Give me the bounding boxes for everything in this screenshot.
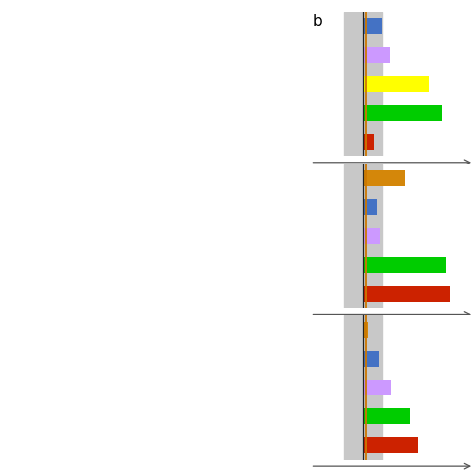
Bar <box>363 380 391 395</box>
Bar <box>363 438 418 453</box>
Text: LI: LI <box>359 330 368 340</box>
Bar <box>363 322 368 337</box>
Text: b: b <box>313 14 323 29</box>
Bar <box>363 170 405 186</box>
Bar <box>363 18 382 34</box>
Bar <box>363 409 410 424</box>
Text: Left: Left <box>324 179 344 189</box>
Text: Rig.: Rig. <box>459 330 474 340</box>
Bar <box>363 105 442 121</box>
Bar <box>363 47 390 63</box>
Bar <box>363 351 379 366</box>
Bar <box>363 286 450 301</box>
Bar <box>344 164 382 308</box>
Bar <box>344 315 382 460</box>
Text: Rig.: Rig. <box>459 179 474 189</box>
Bar <box>363 257 446 273</box>
Bar <box>363 134 374 150</box>
Bar <box>363 199 377 215</box>
Bar <box>344 12 382 156</box>
Text: LI: LI <box>359 179 368 189</box>
Text: Left: Left <box>324 330 344 340</box>
Bar <box>363 76 428 92</box>
Bar <box>363 228 380 244</box>
